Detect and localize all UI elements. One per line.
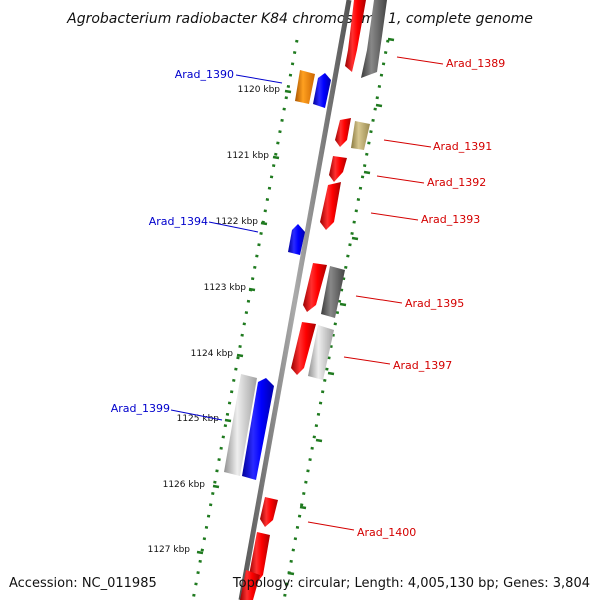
gene-arad-1400[interactable]: [240, 497, 278, 600]
genome-summary-text: Topology: circular; Length: 4,005,130 bp…: [232, 576, 590, 591]
gene-label-arad-1390[interactable]: Arad_1390: [175, 68, 234, 81]
chromosome-backbone: [238, 0, 352, 600]
gene-label-arad-1394[interactable]: Arad_1394: [149, 215, 208, 228]
kbp-label: 1121 kbp: [227, 151, 270, 161]
map-title: Agrobacterium radiobacter K84 chromosome…: [66, 11, 533, 27]
kbp-label: 1122 kbp: [216, 217, 259, 227]
ruler-right: [282, 39, 390, 600]
gene-label-arad-1389[interactable]: Arad_1389: [446, 57, 505, 70]
kbp-label: 1127 kbp: [148, 545, 191, 555]
gene-label-arad-1397[interactable]: Arad_1397: [393, 359, 452, 372]
gene-label-arad-1391[interactable]: Arad_1391: [433, 140, 492, 153]
ruler-major-ticks: [196, 37, 395, 576]
gene-arad-1392[interactable]: [329, 156, 347, 182]
kbp-label: 1123 kbp: [204, 283, 247, 293]
ruler-left: [191, 39, 299, 600]
gene-label-arad-1392[interactable]: Arad_1392: [427, 176, 486, 189]
kbp-label: 1126 kbp: [163, 480, 206, 490]
gene-label-arad-1399[interactable]: Arad_1399: [111, 402, 170, 415]
gene-label-arad-1395[interactable]: Arad_1395: [405, 297, 464, 310]
kbp-label: 1125 kbp: [177, 414, 220, 424]
accession-text: Accession: NC_011985: [9, 576, 157, 591]
gene-label-arad-1400[interactable]: Arad_1400: [357, 526, 416, 539]
gene-arad-1394[interactable]: [288, 224, 305, 255]
gene-arad-1389[interactable]: [345, 0, 387, 78]
gene-arad-1397[interactable]: [291, 322, 334, 380]
leader-lines: [170, 56, 444, 531]
gene-arad-1393[interactable]: [320, 182, 341, 230]
gene-arad-1391[interactable]: [335, 118, 370, 150]
kbp-label: 1120 kbp: [238, 85, 281, 95]
gene-arad-1395[interactable]: [303, 263, 345, 318]
gene-arad-1399[interactable]: [224, 374, 274, 480]
gene-arad-1390[interactable]: [295, 70, 331, 108]
gene-label-arad-1393[interactable]: Arad_1393: [421, 213, 480, 226]
kbp-label: 1124 kbp: [191, 349, 234, 359]
